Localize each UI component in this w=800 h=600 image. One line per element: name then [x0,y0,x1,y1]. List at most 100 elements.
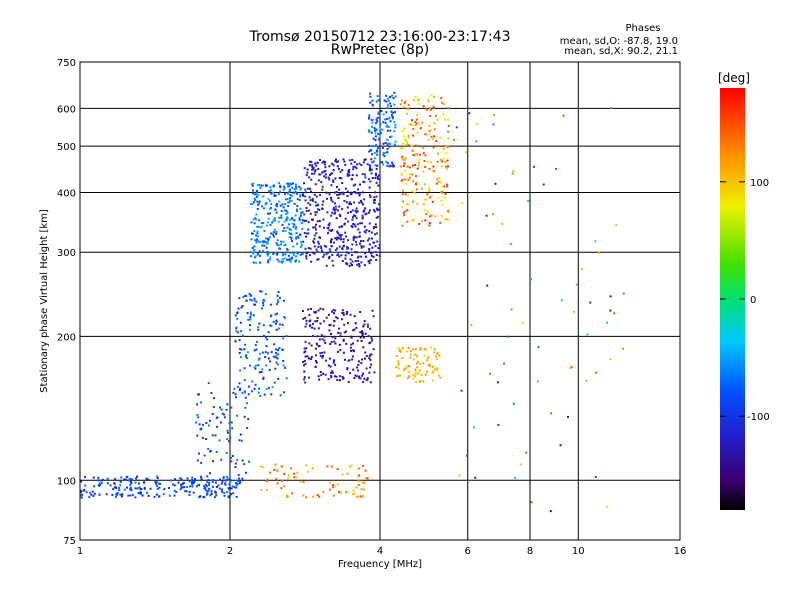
data-point [266,253,269,256]
data-point [304,316,307,319]
data-point [369,381,372,384]
data-point [370,231,373,234]
data-point [333,202,336,205]
data-point [384,121,387,124]
data-point [316,220,319,223]
data-point [378,178,381,181]
data-point [288,201,291,204]
data-point [368,211,370,214]
data-point [279,394,282,397]
data-point [352,489,355,492]
data-point [191,485,194,488]
data-point [336,209,339,212]
data-point [375,100,378,103]
data-point [381,161,383,164]
data-point [369,358,372,361]
data-point [419,127,422,130]
data-point [354,374,357,377]
data-point [252,218,255,221]
data-point [375,128,378,131]
data-point [287,185,289,188]
data-point [272,219,275,222]
data-point [262,334,265,337]
data-point [494,182,497,185]
data-point [303,378,306,381]
data-point [307,470,310,473]
data-point [342,313,345,316]
data-point [415,183,417,186]
data-point [273,228,276,231]
data-point [368,237,371,240]
data-point [338,237,340,240]
data-point [370,158,373,161]
data-point [235,326,238,329]
data-point [249,324,251,327]
data-point [432,165,435,168]
data-point [234,466,237,469]
data-point [435,140,438,142]
data-point [275,478,278,481]
data-point [212,406,215,409]
data-point [288,231,291,234]
data-point [304,355,307,358]
data-point [341,169,344,172]
data-point [390,165,393,168]
data-point [261,184,264,187]
data-point [383,99,386,102]
data-point [129,494,132,497]
data-point [181,483,184,486]
data-point [289,197,291,200]
data-point [125,486,128,489]
data-point [354,260,357,262]
data-point [277,377,280,380]
data-point [436,352,439,355]
data-point [203,496,206,499]
data-point [438,177,441,180]
x-tick-label: 1 [77,546,83,557]
data-point [226,403,229,406]
data-point [382,152,385,155]
data-point [222,477,225,480]
data-point [213,496,216,499]
data-point [168,494,171,497]
data-point [374,177,377,179]
data-point [305,235,308,238]
data-point [276,243,279,246]
data-point [244,355,247,358]
data-point [542,183,545,186]
data-point [390,135,393,138]
data-point [306,187,309,190]
data-point [384,151,387,154]
data-point [395,365,398,368]
data-point [371,125,374,128]
data-point [413,218,415,221]
data-point [272,320,275,323]
data-point [362,381,365,383]
data-point [241,391,244,394]
data-point [345,342,348,345]
data-point [324,161,326,164]
data-point [397,347,400,350]
data-point [428,130,431,132]
data-point [372,137,375,140]
data-point [286,212,289,215]
data-point [324,173,327,176]
data-point [424,373,427,376]
data-point [346,206,349,209]
data-point [239,433,242,436]
data-point [274,208,277,211]
data-point [261,244,264,247]
data-point [274,219,277,222]
data-point [401,357,404,360]
data-point [366,323,369,326]
data-point [310,356,313,358]
data-point [358,235,361,238]
data-point [352,168,355,171]
data-point [412,128,415,130]
data-point [442,157,445,160]
data-point [431,137,434,140]
data-point [501,222,504,225]
data-point [310,178,313,181]
data-point [254,217,257,220]
data-point [363,158,366,161]
